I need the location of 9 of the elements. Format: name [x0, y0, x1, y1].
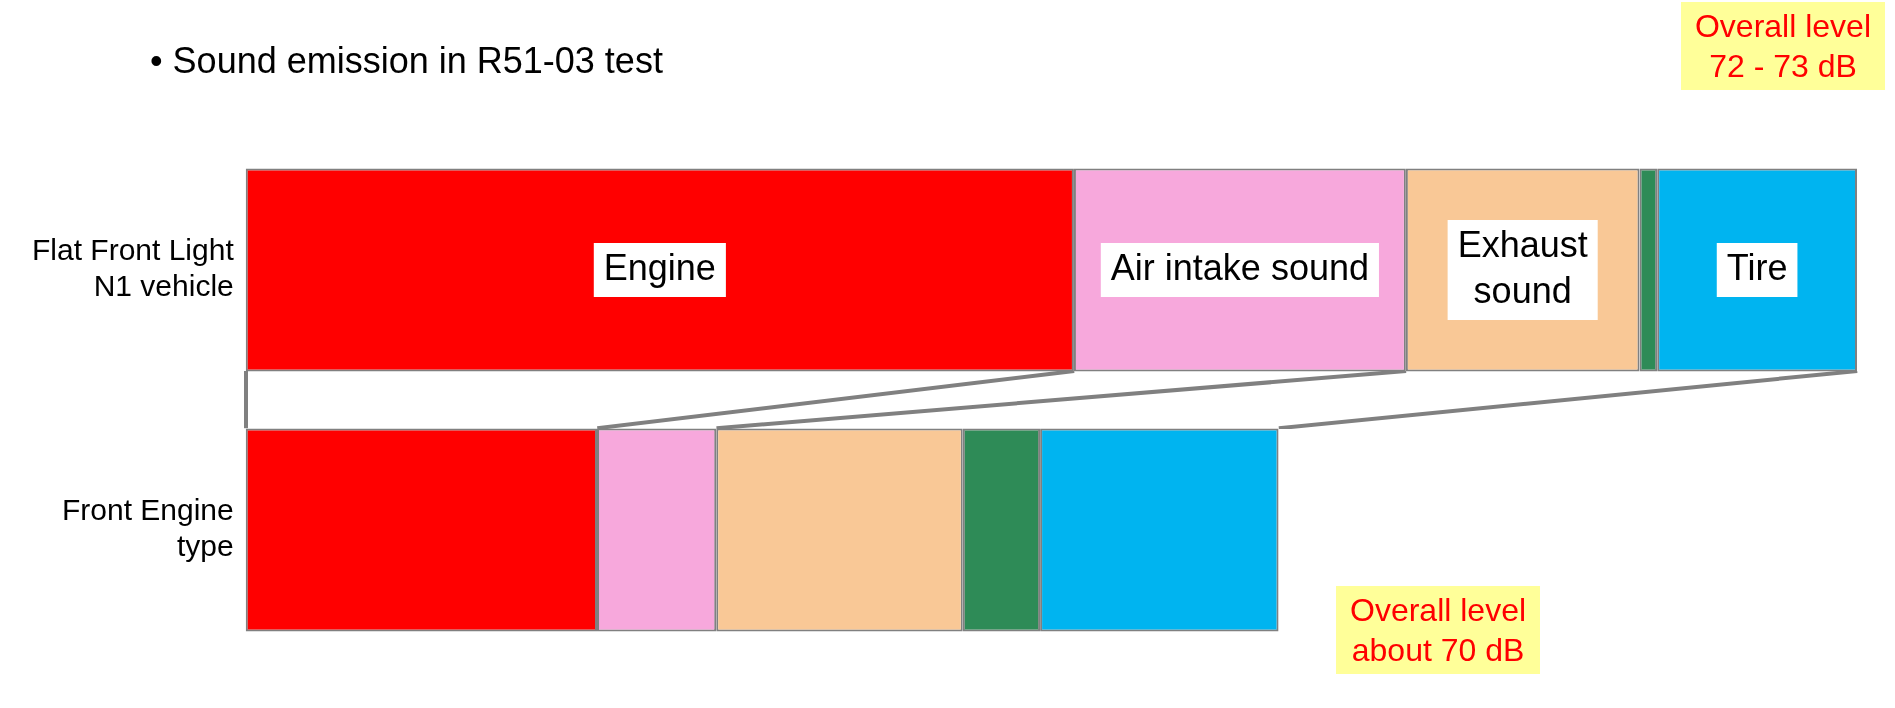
- chart-title: • Sound emission in R51-03 test: [150, 40, 663, 82]
- y-tick-label: Flat Front Light N1 vehicle: [31, 233, 235, 303]
- series-label: Engine: [603, 246, 716, 288]
- y-tick-label: Front Engine type: [61, 493, 234, 563]
- series-label: Tire: [1726, 246, 1788, 288]
- annotation: Overall level about 70 dB: [1336, 586, 1541, 674]
- text: Overall level 72 - 73 dB: [1680, 2, 1885, 90]
- series-label: Air intake sound: [1110, 246, 1369, 288]
- series-label: Exhaust sound: [1457, 223, 1588, 311]
